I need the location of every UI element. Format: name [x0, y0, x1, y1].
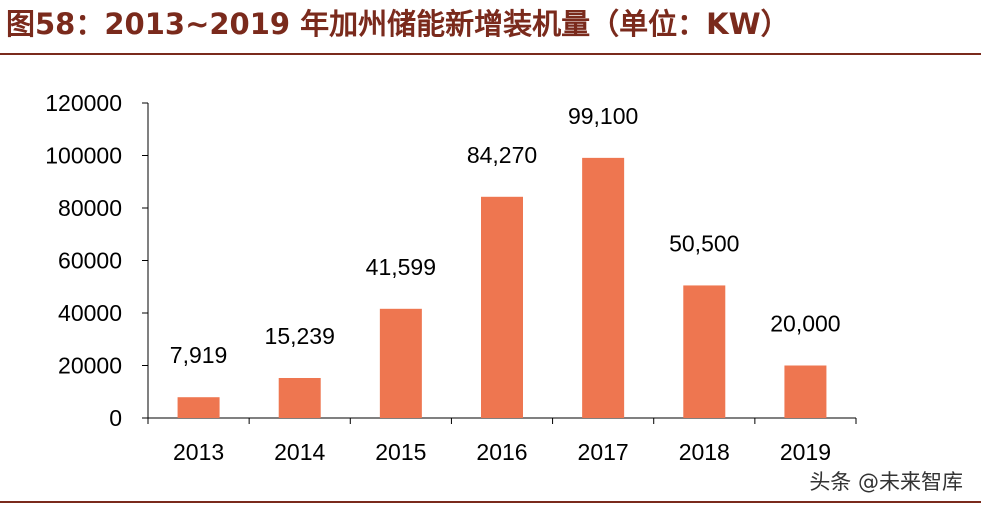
x-tick-label: 2015 — [375, 439, 426, 465]
data-label: 41,599 — [366, 254, 436, 280]
y-tick-label: 20000 — [58, 353, 122, 379]
bar — [379, 308, 422, 418]
y-tick-label: 0 — [109, 405, 122, 431]
bar — [278, 377, 321, 418]
data-label: 15,239 — [265, 323, 335, 349]
data-label: 7,919 — [170, 342, 228, 368]
x-tick-label: 2018 — [679, 439, 730, 465]
chart-title: 图58：2013~2019 年加州储能新增装机量（单位：KW） — [6, 7, 790, 41]
x-tick-label: 2013 — [173, 439, 224, 465]
bars — [177, 157, 827, 419]
y-tick-label: 100000 — [45, 143, 122, 169]
data-label: 20,000 — [770, 311, 840, 337]
data-label: 99,100 — [568, 103, 638, 129]
x-tick-label: 2014 — [274, 439, 325, 465]
x-tick-label: 2019 — [780, 439, 831, 465]
bar — [683, 285, 726, 418]
x-axis: 2013 2014 2015 2016 2017 2018 2019 — [147, 417, 857, 465]
watermark: 头条 @未来智库 — [809, 470, 963, 494]
title-divider — [0, 53, 981, 55]
y-tick-label: 80000 — [58, 195, 122, 221]
y-tick-label: 40000 — [58, 300, 122, 326]
bar — [582, 157, 625, 419]
data-label: 84,270 — [467, 142, 537, 168]
bar — [481, 196, 523, 418]
data-label: 50,500 — [669, 230, 739, 256]
y-tick-label: 120000 — [45, 90, 122, 116]
x-tick-label: 2016 — [476, 439, 527, 465]
y-axis: 0 20000 40000 60000 80000 100000 120000 — [45, 90, 149, 431]
data-labels: 7,919 15,239 41,599 84,270 99,100 50,500 20,00… — [170, 103, 841, 368]
bar — [784, 365, 827, 418]
bar — [177, 397, 220, 418]
footer-divider — [0, 501, 981, 503]
y-tick-label: 60000 — [58, 248, 122, 274]
x-tick-label: 2017 — [578, 439, 629, 465]
